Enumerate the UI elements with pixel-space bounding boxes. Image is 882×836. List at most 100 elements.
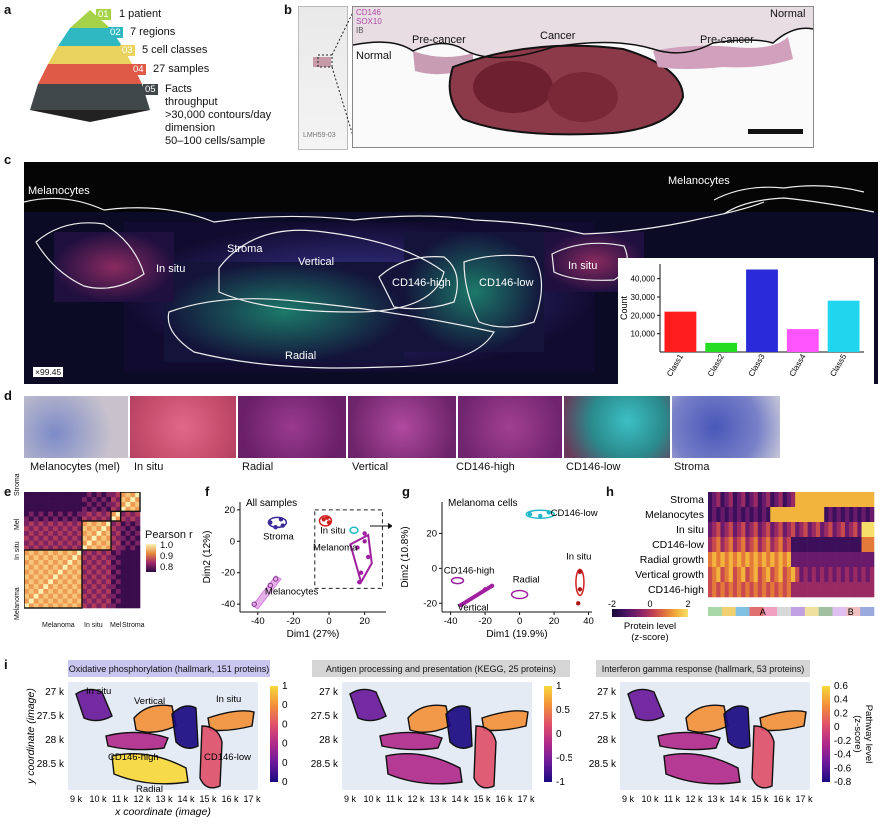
corr-cell	[115, 554, 121, 560]
corr-cell	[106, 516, 112, 522]
pca-f-ytick-label: -40	[221, 599, 235, 610]
corr-cell	[77, 492, 83, 498]
corr-cell	[33, 564, 39, 570]
corr-cell	[86, 550, 92, 556]
corr-cell	[135, 530, 141, 536]
heatmap-cell	[844, 492, 850, 508]
spatial-map-oxphos: 27 k 27.5 k 28 k 28.5 k 9 k 10 k 11 k 12 k 13 k 1…	[25, 681, 288, 818]
spatial-colorbar-tick: -0.5	[556, 753, 572, 764]
d-label-stroma: Stroma	[674, 461, 710, 473]
corr-cell	[24, 598, 30, 604]
heatmap-cell	[724, 507, 730, 523]
corr-cell	[33, 550, 39, 556]
heatmap-cell	[865, 522, 871, 538]
i-title-oxphos: Oxidative phosphorylation (hallmark, 151…	[68, 660, 270, 677]
heatmap-group-bar	[708, 607, 723, 616]
corr-cell	[130, 569, 136, 575]
corr-cell	[57, 593, 63, 599]
heatmap-cell	[815, 507, 821, 523]
legend-ib: IB	[356, 26, 364, 35]
heatmap-group-bar	[763, 607, 778, 616]
heatmap-cell	[844, 537, 850, 553]
corr-cell	[53, 516, 59, 522]
corr-cell	[120, 501, 126, 507]
corr-cell	[101, 554, 107, 560]
corr-cell	[82, 574, 88, 580]
pca-melanoma-cells: -40 -20 0 20 40 20 0 -20 Dim1 (19.9%) Dim2 (10.8%…	[400, 498, 598, 640]
heatmap-cell	[753, 522, 759, 538]
pca-f-point	[280, 523, 285, 528]
heatmap-cell	[778, 537, 783, 553]
panel-label-c: c	[4, 152, 12, 167]
heatmap-group-bar	[832, 607, 847, 616]
heatmap-cell	[778, 552, 783, 568]
corr-cell	[135, 574, 141, 580]
region-cd146-high: CD146-high	[392, 277, 451, 289]
corr-cell	[111, 516, 117, 522]
corr-cell	[38, 516, 44, 522]
heatmap-cell	[720, 537, 725, 553]
corr-cell	[106, 564, 112, 570]
corr-cell	[72, 496, 78, 502]
corr-cell	[62, 525, 68, 531]
corr-cell	[101, 588, 107, 594]
corr-cell	[135, 603, 141, 609]
corr-cell	[72, 554, 78, 560]
pca-g-xtick-label: -20	[478, 616, 492, 627]
heatmap-cell	[737, 552, 742, 568]
corr-cell	[62, 579, 68, 585]
heatmap-cell	[712, 582, 717, 598]
corr-cell	[86, 530, 92, 536]
heatmap-cell	[849, 522, 854, 538]
corr-cell	[48, 559, 54, 565]
bar-class2	[705, 342, 738, 352]
corr-cell	[33, 583, 39, 589]
corr-cell	[125, 550, 131, 556]
spatial-region-outline	[751, 725, 775, 789]
heatmap-cell	[861, 492, 866, 508]
spatial-colorbar-tick: 0.8	[282, 700, 288, 711]
heatmap-cell	[791, 522, 796, 538]
corr-cell	[115, 496, 121, 502]
corr-cell	[86, 593, 92, 599]
spatial-xtick-label: 17 k	[517, 794, 535, 804]
corr-cell	[82, 569, 88, 575]
corr-cell	[57, 501, 63, 507]
heatmap-cell	[749, 522, 754, 538]
spatial-map-antigen: 27 k 27.5 k 28 k 28.5 k 9 k 10 k 11 k 12 k 13 k 1…	[311, 681, 572, 804]
corr-cell	[86, 554, 92, 560]
corr-cell	[62, 545, 68, 551]
heatmap-cell	[716, 582, 721, 598]
spatial-xlabel: x coordinate (image)	[114, 806, 211, 818]
corr-cell	[72, 511, 78, 517]
heatmap-cell	[745, 522, 750, 538]
pca-f-point	[272, 576, 279, 582]
spatial-colorbar-tick: 0.4	[834, 695, 848, 706]
heatmap-cell	[766, 567, 771, 583]
heatmap-cell	[832, 522, 837, 538]
corr-cell	[33, 501, 39, 507]
corr-cell	[130, 530, 136, 536]
spatial-region-outline	[171, 705, 199, 749]
heatmap-cell	[745, 507, 750, 523]
heatmap-cell	[807, 567, 813, 583]
heatmap-colorbar	[612, 609, 688, 617]
corr-cell	[120, 554, 126, 560]
heatmap-cell	[861, 522, 866, 538]
heatmap-cell	[799, 582, 804, 598]
heatmap-cell	[849, 537, 854, 553]
heatmap-cell	[728, 522, 734, 538]
corr-cell	[57, 540, 63, 546]
corr-cell	[106, 593, 112, 599]
pca-g-label-cd146low: CD146-low	[551, 508, 598, 519]
corr-cell	[111, 579, 117, 585]
corr-cell	[135, 501, 141, 507]
corr-cell	[67, 593, 73, 599]
heatmap-cell	[749, 492, 754, 508]
corr-cell	[135, 535, 141, 541]
heatmap-cell	[791, 507, 796, 523]
heatmap-cell	[811, 537, 817, 553]
corr-cell	[38, 545, 44, 551]
corr-cell	[111, 603, 117, 609]
corr-cell	[115, 535, 121, 541]
